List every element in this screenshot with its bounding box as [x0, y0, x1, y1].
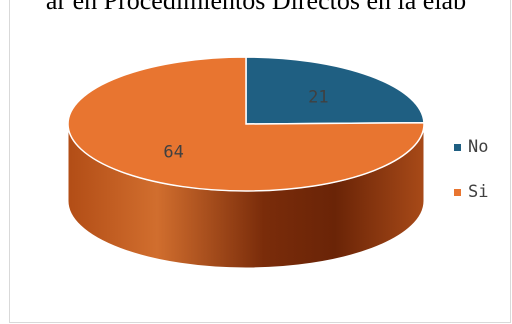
data-label-si: 64: [163, 143, 183, 163]
data-label-no: 21: [308, 87, 328, 107]
pie-slice-si: [67, 56, 425, 192]
legend-label-si: Si: [468, 182, 489, 202]
legend-item-si: Si: [454, 182, 488, 202]
legend-swatch-no: [454, 143, 461, 151]
legend-item-no: No: [454, 137, 488, 157]
legend-swatch-si: [454, 188, 461, 196]
legend-label-no: No: [468, 137, 489, 157]
chart-frame: [9, 0, 511, 323]
pie-slice-no: [245, 56, 425, 125]
chart-title: ar en Procedimientos Directos en la elab: [45, 0, 467, 15]
